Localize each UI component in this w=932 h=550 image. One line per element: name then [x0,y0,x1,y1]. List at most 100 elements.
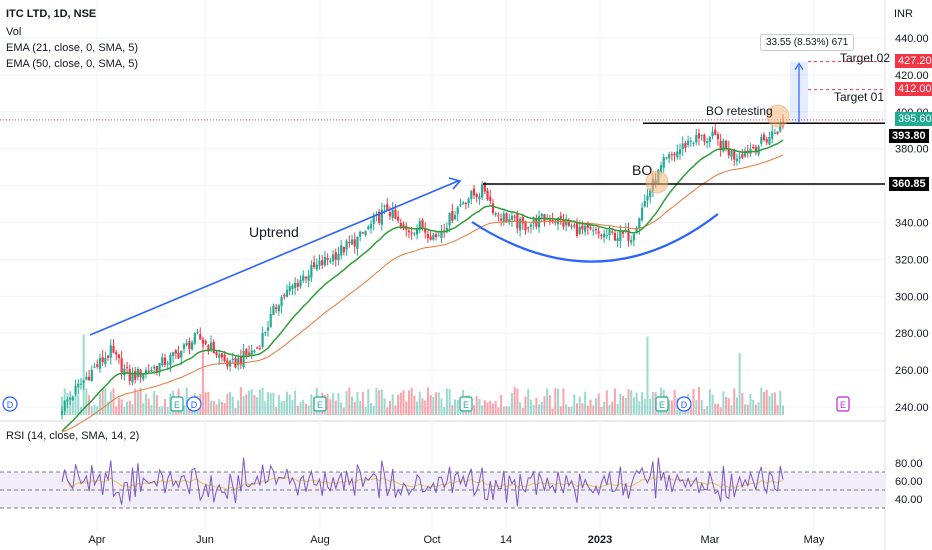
candle-body [264,332,267,334]
volume-bar [749,394,752,415]
candle-body [388,212,392,217]
volume-bar [250,389,253,415]
volume-bar [592,405,595,415]
volume-bar [432,397,435,415]
volume-bar [619,393,622,415]
candle-body [234,358,237,368]
volume-bar [473,405,475,415]
volume-bar [220,401,223,415]
candle-body [760,136,763,144]
candle-body [494,213,497,215]
candle-body [63,400,66,412]
volume-bar [641,392,644,415]
legend-rsi: RSI (14, close, SMA, 14, 2) [6,430,140,442]
candle-body [592,230,595,232]
x-tick-label: 2023 [588,534,612,546]
candle-body [131,372,134,383]
candle-body [378,211,381,223]
volume-bar [351,396,354,415]
candle-body [98,358,102,369]
volume-bar [754,404,757,415]
candle-body [82,380,85,384]
volume-bar [716,403,719,415]
price-tick-label: 280.00 [895,328,929,340]
candle-body [649,190,652,198]
volume-bar [510,392,513,415]
candle-body [407,230,411,233]
candle-body [180,350,183,358]
candle-body [307,275,310,281]
candle-body [134,371,137,380]
candle-body [670,154,673,156]
volume-bar [508,406,511,415]
volume-bar [294,390,297,415]
price-tick-label: 300.00 [895,291,929,303]
candle-body [383,205,386,207]
bo-circle [645,170,669,194]
volume-bar [627,389,630,415]
volume-bar [245,394,248,415]
volume-bar [348,387,351,415]
candle-body [421,219,424,230]
candle-body [771,131,774,139]
candle-body [765,139,768,143]
volume-bar [158,406,161,415]
volume-bar [497,407,500,415]
candle-body [310,264,313,278]
candle-body [158,363,161,371]
volume-bar [546,388,549,415]
uptrend-line [89,180,459,336]
volume-bar [253,395,256,415]
candle-body [567,222,570,226]
candle-body [719,140,722,150]
candle-body [348,242,351,244]
volume-bar [256,397,259,415]
candle-body [470,190,473,200]
candle-body [695,135,698,143]
candle-body [478,196,481,200]
volume-bar [226,393,229,415]
volume-bar [397,394,400,415]
candle-body [60,411,64,415]
uptrend-arrowhead [448,177,462,190]
volume-bar [738,353,741,415]
candle-body [261,333,264,348]
candle-body [632,234,636,241]
volume-bar [567,406,570,415]
volume-bar [638,401,641,415]
volume-bar [489,400,492,415]
candle-body [738,156,741,159]
candle-body [451,211,454,221]
volume-bar [267,392,269,415]
volume-bar [706,406,709,415]
candle-body [727,148,730,156]
candle-body [258,347,261,349]
candle-body [369,223,373,229]
candle-body [288,286,291,292]
volume-bar [727,398,730,415]
candle-body [253,350,256,353]
volume-bar [608,404,611,415]
candle-body [147,370,150,372]
candle-body [79,383,83,385]
volume-bar [746,404,749,415]
volume-bar [264,401,267,415]
volume-bar [570,406,573,415]
event-marker-label: E [840,400,846,410]
volume-bar [207,392,210,415]
candle-body [193,332,196,344]
volume-bar [776,405,779,415]
volume-bar [391,394,394,415]
volume-bar [123,406,126,415]
candle-body [391,209,394,219]
candle-body [508,219,511,223]
candle-body [386,204,389,211]
candle-body [115,352,118,355]
volume-bar [679,408,681,415]
dividend-marker [186,396,202,412]
volume-bar [413,395,416,415]
volume-bar [502,406,505,415]
volume-bar [272,392,275,415]
volume-bar [399,392,402,415]
